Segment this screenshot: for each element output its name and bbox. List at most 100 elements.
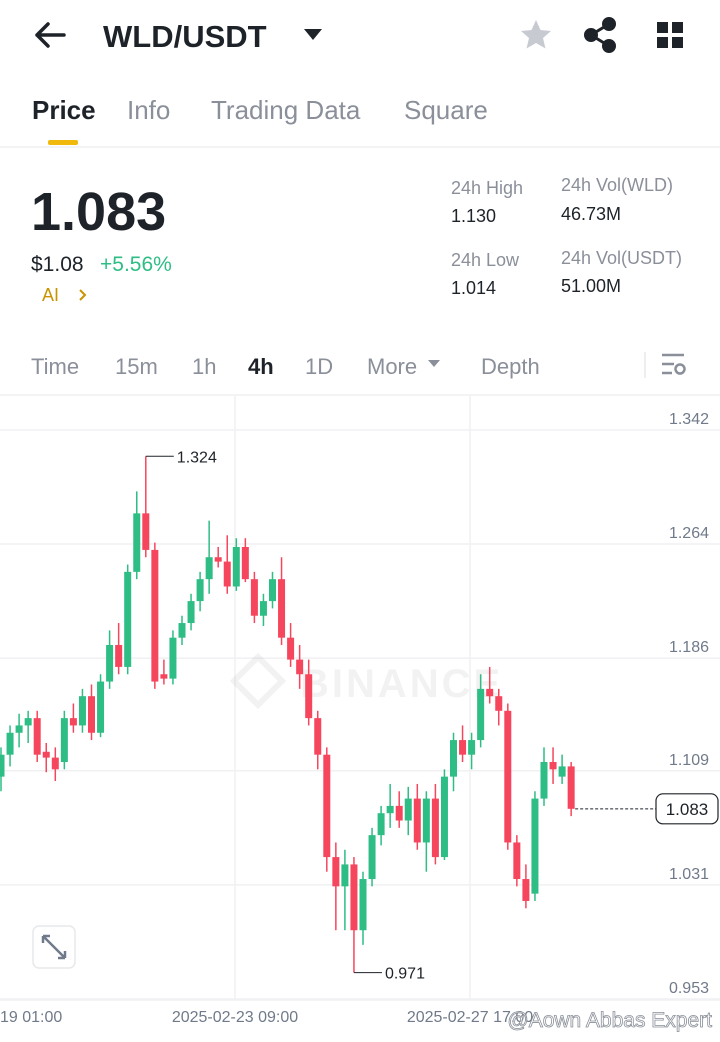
candle-body [468, 740, 476, 755]
watermark: BINANCE [300, 662, 503, 706]
candle-body [323, 754, 331, 858]
tab[interactable]: Trading Data [211, 95, 361, 125]
interval[interactable]: 4h [248, 354, 274, 379]
candle-body [314, 718, 322, 755]
stat-value: 1.014 [451, 278, 496, 298]
candle-body [51, 757, 59, 770]
grid-cell [657, 37, 668, 48]
interval[interactable]: 15m [115, 354, 158, 379]
watermark: @Aown Abbas Expert [507, 1009, 712, 1032]
candle-body [341, 864, 349, 887]
candle-body [450, 740, 457, 777]
y-tick-label: 1.186 [669, 639, 709, 656]
candle-body [223, 561, 231, 587]
candle-body [69, 718, 77, 726]
tab-indicator [48, 140, 78, 145]
expand-button[interactable] [32, 925, 76, 969]
y-tick-label: 1.264 [669, 525, 709, 542]
tab[interactable]: Price [32, 95, 96, 125]
candle-body [169, 637, 177, 679]
candle-body [549, 762, 557, 770]
interval[interactable]: 1h [192, 354, 216, 379]
candle-body [196, 579, 204, 602]
pair-caret[interactable] [304, 29, 322, 40]
ai-link[interactable]: AI [42, 285, 59, 305]
ai-chevron [79, 289, 87, 301]
favorite-icon[interactable] [521, 20, 551, 49]
candle-body [259, 601, 267, 616]
back-icon [35, 22, 66, 48]
tab[interactable]: Info [127, 95, 170, 125]
candle-body [60, 718, 68, 763]
y-tick-label: 1.109 [669, 752, 709, 769]
stat-label: 24h Low [451, 250, 520, 270]
candle-body [241, 546, 249, 580]
interval[interactable]: Depth [481, 354, 540, 379]
candle-body [477, 688, 485, 741]
last-price: 1.083 [31, 182, 166, 242]
candle-body [160, 674, 168, 679]
grid-cell [672, 22, 683, 33]
stat-label: 24h Vol(USDT) [561, 248, 682, 268]
candle-body [368, 835, 376, 880]
candle-body [106, 644, 114, 682]
interval[interactable]: 1D [305, 354, 333, 379]
high-label: 1.324 [177, 449, 217, 466]
candle-body [513, 842, 521, 880]
grid-menu-icon[interactable] [657, 22, 683, 48]
chart-settings-icon[interactable] [662, 353, 686, 375]
settings-gear [674, 363, 686, 375]
more-caret [428, 360, 440, 367]
x-tick-label: 2025-02-23 09:00 [172, 1009, 298, 1026]
candle-body [15, 725, 23, 733]
candle-body [332, 857, 340, 887]
price-change: +5.56% [100, 253, 172, 276]
expand-icon [41, 934, 67, 960]
y-tick-label: 1.342 [669, 411, 709, 428]
share-lines [588, 22, 610, 48]
low-label: 0.971 [385, 966, 425, 983]
candle-body [350, 864, 358, 931]
candle-body [78, 696, 86, 726]
candle-body [422, 798, 430, 843]
tab[interactable]: Square [404, 95, 488, 125]
candle-body [142, 513, 150, 550]
candle-body [151, 549, 159, 682]
x-tick-label: 2025-02-27 17:00 [407, 1009, 533, 1026]
candle-body [232, 546, 240, 587]
candle-body [24, 718, 32, 726]
y-tick-label: 0.953 [669, 980, 709, 997]
stat-label: 24h Vol(WLD) [561, 175, 673, 195]
candle-body [214, 557, 222, 562]
back-button[interactable] [35, 22, 66, 48]
candle-body [296, 659, 304, 675]
x-tick-label: 19 01:00 [0, 1009, 62, 1026]
candle-body [522, 879, 530, 901]
interval[interactable]: More [367, 354, 417, 379]
share-icon[interactable] [584, 17, 616, 53]
interval[interactable]: Time [31, 354, 79, 379]
candle-body [495, 696, 503, 711]
stat-value: 1.130 [451, 206, 496, 226]
grid-cell [672, 37, 683, 48]
pair-title[interactable]: WLD/USDT [103, 19, 267, 54]
candle-body [395, 805, 403, 821]
candle-body [377, 813, 385, 836]
candle-body [413, 798, 421, 843]
candle-body [440, 776, 448, 858]
candle-body [0, 754, 5, 777]
candle-body [459, 740, 467, 755]
candle-body [486, 688, 494, 697]
watermark-logo [229, 652, 287, 710]
candle-body [133, 513, 141, 572]
candle-body [404, 798, 412, 821]
last-price-label: 1.083 [666, 800, 709, 819]
stat-label: 24h High [451, 178, 523, 198]
candle-body [115, 644, 123, 667]
candle-body [178, 623, 186, 638]
candle-body [305, 674, 313, 719]
settings-lines [662, 353, 684, 375]
candle-body [205, 557, 213, 580]
